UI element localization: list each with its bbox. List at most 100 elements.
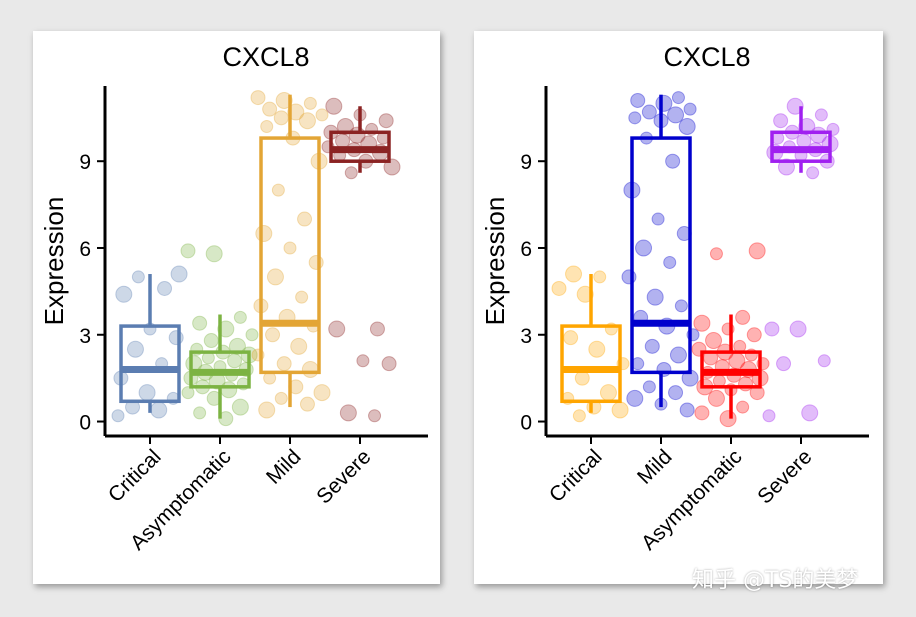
chart-panel-right: CXCL8 Expression 0 3 6 9 Critical Mild Asymptoma… bbox=[474, 31, 883, 584]
point-asymptomatic bbox=[228, 337, 246, 355]
point-critical bbox=[576, 285, 594, 303]
y-axis-label: Expression bbox=[480, 197, 510, 326]
box-mild bbox=[630, 136, 692, 375]
point-critical bbox=[157, 280, 173, 296]
point-mild bbox=[250, 90, 266, 106]
point-severe bbox=[339, 404, 357, 422]
point-severe bbox=[777, 158, 795, 176]
point-asymptomatic bbox=[746, 327, 762, 343]
point-asymptomatic bbox=[233, 310, 247, 324]
point-asymptomatic bbox=[231, 398, 249, 416]
y-tick-label-0: 0 bbox=[520, 412, 532, 435]
point-mild bbox=[255, 225, 273, 243]
point-critical bbox=[563, 330, 579, 346]
point-mild bbox=[283, 241, 297, 255]
point-mild bbox=[299, 396, 315, 412]
point-severe bbox=[356, 354, 370, 368]
point-mild bbox=[262, 101, 278, 117]
point-critical bbox=[588, 340, 606, 358]
point-severe bbox=[383, 158, 401, 176]
chart-title: CXCL8 bbox=[663, 42, 750, 72]
point-mild bbox=[635, 239, 653, 257]
point-critical bbox=[115, 285, 133, 303]
point-severe bbox=[773, 113, 789, 129]
point-mild bbox=[674, 299, 688, 313]
box-mild bbox=[259, 136, 321, 375]
point-severe bbox=[378, 113, 394, 129]
point-mild bbox=[266, 268, 284, 286]
point-severe bbox=[789, 320, 807, 338]
point-mild bbox=[297, 211, 313, 227]
point-mild bbox=[644, 338, 660, 354]
point-critical bbox=[150, 401, 168, 419]
point-mild bbox=[642, 380, 656, 394]
point-critical bbox=[138, 384, 156, 402]
point-mild bbox=[275, 91, 293, 109]
y-tick-label-3: 3 bbox=[79, 325, 91, 348]
point-asymptomatic bbox=[227, 353, 243, 369]
point-critical bbox=[599, 384, 617, 402]
point-severe bbox=[817, 354, 831, 368]
point-mild bbox=[621, 269, 637, 285]
point-critical bbox=[168, 330, 184, 346]
y-axis-label: Expression bbox=[39, 197, 69, 326]
point-mild bbox=[679, 402, 695, 418]
point-mild bbox=[315, 108, 329, 122]
chart-title: CXCL8 bbox=[222, 42, 309, 72]
point-mild bbox=[260, 119, 274, 133]
chart-panel-left: CXCL8 Expression 0 3 6 9 Critical Asymptomatic M… bbox=[33, 31, 440, 584]
point-asymptomatic bbox=[181, 386, 195, 400]
x-tick-label-critical: Critical bbox=[545, 445, 607, 507]
point-mild bbox=[683, 102, 697, 116]
point-asymptomatic bbox=[217, 320, 235, 338]
point-severe bbox=[764, 321, 780, 337]
point-severe bbox=[806, 166, 820, 180]
point-severe bbox=[801, 404, 819, 422]
y-tick-label-6: 6 bbox=[520, 238, 532, 261]
point-severe bbox=[796, 133, 812, 149]
point-severe bbox=[344, 166, 358, 180]
point-critical bbox=[611, 401, 629, 419]
point-mild bbox=[626, 389, 644, 407]
point-severe bbox=[381, 356, 397, 372]
y-tick-label-3: 3 bbox=[520, 325, 532, 348]
x-tick-label-severe: Severe bbox=[753, 445, 816, 508]
point-mild bbox=[630, 92, 646, 108]
point-severe bbox=[368, 409, 382, 423]
point-mild bbox=[665, 153, 681, 169]
point-critical bbox=[111, 409, 125, 423]
point-mild bbox=[276, 356, 292, 372]
y-tick-label-9: 9 bbox=[79, 151, 91, 174]
point-severe bbox=[369, 321, 385, 337]
point-mild bbox=[641, 104, 657, 120]
point-asymptomatic bbox=[192, 315, 208, 331]
point-mild bbox=[669, 346, 687, 364]
x-tick-label-severe: Severe bbox=[312, 445, 375, 508]
point-asymptomatic bbox=[707, 389, 725, 407]
point-mild bbox=[271, 183, 285, 197]
point-asymptomatic bbox=[738, 376, 754, 392]
point-mild bbox=[274, 391, 288, 405]
point-asymptomatic bbox=[735, 309, 751, 325]
box-critical bbox=[119, 324, 181, 404]
point-severe bbox=[798, 117, 816, 135]
point-mild bbox=[265, 327, 281, 343]
point-critical bbox=[170, 265, 188, 283]
point-mild bbox=[287, 103, 305, 121]
point-severe bbox=[336, 117, 354, 135]
y-tick-label-0: 0 bbox=[79, 412, 91, 435]
point-critical bbox=[131, 270, 145, 284]
point-severe bbox=[335, 133, 351, 149]
point-mild bbox=[313, 384, 331, 402]
point-mild bbox=[671, 91, 685, 105]
point-mild bbox=[655, 94, 673, 112]
point-mild bbox=[628, 111, 642, 125]
point-mild bbox=[667, 106, 685, 124]
point-asymptomatic bbox=[694, 405, 710, 421]
point-mild bbox=[290, 337, 308, 355]
y-tick-label-9: 9 bbox=[520, 151, 532, 174]
point-severe bbox=[762, 409, 776, 423]
point-mild bbox=[308, 254, 324, 270]
point-asymptomatic bbox=[709, 247, 723, 261]
